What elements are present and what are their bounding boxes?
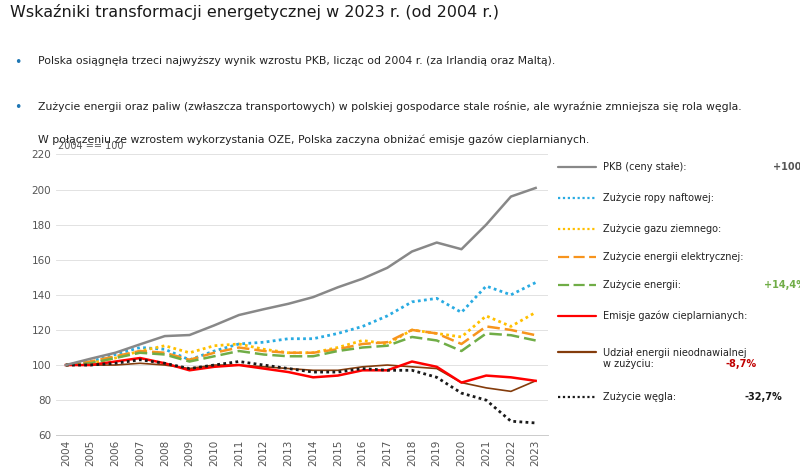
Text: Zużycie gazu ziemnego:: Zużycie gazu ziemnego:	[603, 224, 725, 234]
Text: Zużycie ropy naftowej:: Zużycie ropy naftowej:	[603, 193, 718, 203]
Text: •: •	[14, 56, 22, 69]
Text: Wskaźniki transformacji energetycznej w 2023 r. (od 2004 r.): Wskaźniki transformacji energetycznej w …	[10, 4, 498, 20]
Text: Zużycie węgla:: Zużycie węgla:	[603, 392, 679, 402]
Text: Zużycie energii oraz paliw (zwłaszcza transportowych) w polskiej gospodarce stal: Zużycie energii oraz paliw (zwłaszcza tr…	[38, 101, 742, 112]
Text: -32,7%: -32,7%	[745, 392, 782, 402]
Text: +14,4%: +14,4%	[764, 280, 800, 290]
Text: Emisje gazów cieplarnianych:: Emisje gazów cieplarnianych:	[603, 311, 750, 321]
Text: 2004 == 100: 2004 == 100	[58, 141, 124, 151]
Text: •: •	[14, 101, 22, 114]
Text: w zużyciu:: w zużyciu:	[603, 359, 658, 369]
Text: Zużycie energii elektrycznej:: Zużycie energii elektrycznej:	[603, 252, 747, 262]
Text: Udział energii nieodnawialnej: Udział energii nieodnawialnej	[603, 348, 747, 358]
Text: +100,9%: +100,9%	[773, 162, 800, 172]
Text: Zużycie energii:: Zużycie energii:	[603, 280, 684, 290]
Text: -8,7%: -8,7%	[726, 359, 757, 369]
Text: W połączeniu ze wzrostem wykorzystania OZE, Polska zaczyna obniżać emisje gazów : W połączeniu ze wzrostem wykorzystania O…	[38, 135, 590, 145]
Text: PKB (ceny stałe):: PKB (ceny stałe):	[603, 162, 690, 172]
Text: Polska osiągnęła trzeci najwyższy wynik wzrostu PKB, licząc od 2004 r. (za Irlan: Polska osiągnęła trzeci najwyższy wynik …	[38, 56, 556, 66]
